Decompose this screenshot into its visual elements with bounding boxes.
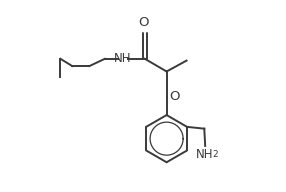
Text: NH: NH (114, 52, 132, 65)
Text: NH: NH (196, 148, 213, 161)
Text: O: O (169, 89, 179, 103)
Text: 2: 2 (212, 150, 218, 159)
Text: O: O (139, 16, 149, 29)
